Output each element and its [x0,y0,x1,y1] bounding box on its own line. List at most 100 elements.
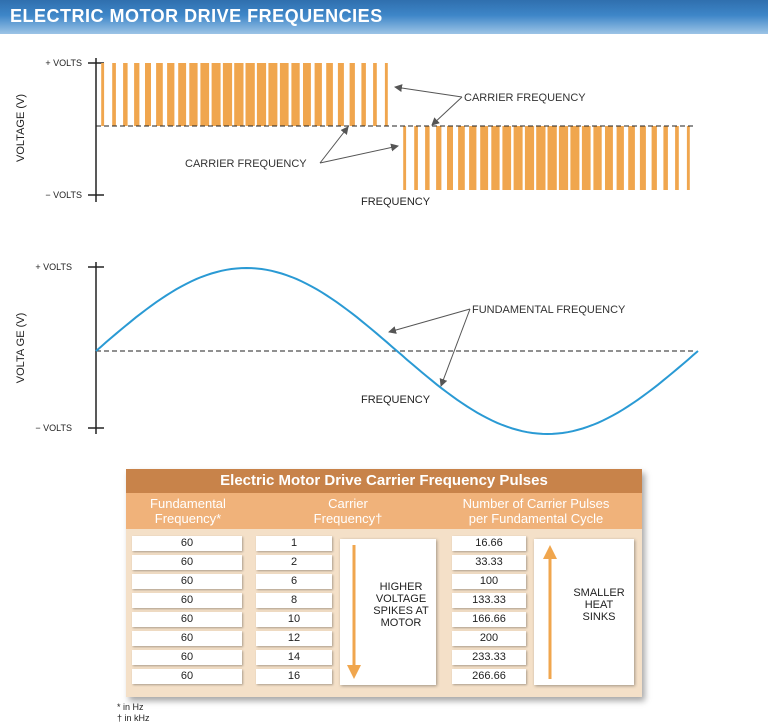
pulses-cell: 200 [452,631,526,646]
carrier-pulse [373,63,377,126]
carrier-pulse [524,126,535,190]
carrier-pulse [178,63,187,126]
frequency-diagrams: VOLTAGE (V) + VOLTS − VOLTS FREQUENCY CA… [15,58,699,436]
carrier-pulse [480,126,489,190]
header-fundamental: Fundamental Frequency* [150,496,226,526]
carrier-pulse [436,126,442,190]
title-banner: ELECTRIC MOTOR DRIVE FREQUENCIES [0,0,768,34]
bottom-minus-volts: − VOLTS [35,423,72,433]
top-ylabel: VOLTAGE (V) [15,94,27,162]
page-title: ELECTRIC MOTOR DRIVE FREQUENCIES [10,6,383,26]
pulses-cell: 100 [452,574,526,589]
carrier-pulse [211,63,221,126]
carrier-pulse [303,63,311,126]
top-xlabel: FREQUENCY [361,196,431,208]
fundamental-cell: 60 [132,650,242,665]
fundamental-cell: 60 [132,536,242,551]
carrier-pulse [605,126,613,190]
carrier-cell: 16 [256,669,332,684]
sine-diagram: VOLTA GE (V) + VOLTS − VOLTS FREQUENCY F… [15,262,699,436]
carrier-pulse [536,126,546,190]
fundamental-cell: 60 [132,574,242,589]
header-pulses: Number of Carrier Pulses per Fundamental… [462,496,610,526]
fundamental-cell: 60 [132,669,242,684]
carrier-pulse [361,63,366,126]
carrier-cell: 1 [256,536,332,551]
carrier-leader-right [394,84,463,98]
fundamental-cell: 60 [132,631,242,646]
table-header: Fundamental Frequency* Carrier Frequency… [126,493,642,529]
pulses-cell: 133.33 [452,593,526,608]
fundamental-leader-2 [439,308,471,387]
fundamental-sine-wave [95,266,699,436]
carrier-pulse [256,63,267,126]
carrier-pulse [222,63,233,126]
pulses-cell: 233.33 [452,650,526,665]
carrier-label-left: CARRIER FREQUENCY [185,158,307,170]
carrier-note: HIGHER VOLTAGE SPIKES AT MOTOR [373,581,429,629]
carrier-label-right: CARRIER FREQUENCY [464,92,586,104]
carrier-pulse [491,126,500,190]
carrier-pulse [663,126,668,190]
top-minus-volts: − VOLTS [45,190,82,200]
arrow-down-icon [347,545,361,679]
fundamental-cell: 60 [132,612,242,627]
carrier-cell: 2 [256,555,332,570]
pulses-cell: 33.33 [452,555,526,570]
carrier-note-box: HIGHER VOLTAGE SPIKES AT MOTOR [340,539,436,685]
pulses-cell: 166.66 [452,612,526,627]
pwm-diagram: VOLTAGE (V) + VOLTS − VOLTS FREQUENCY CA… [15,58,694,208]
positive-pulse-train [101,63,388,126]
carrier-pulse [349,63,355,126]
bottom-ylabel: VOLTA GE (V) [15,313,27,384]
carrier-pulse [245,63,255,126]
carrier-pulse [189,63,198,126]
top-plus-volts: + VOLTS [45,58,82,68]
fundamental-leader-1 [388,308,471,334]
carrier-pulse [513,126,523,190]
bottom-plus-volts: + VOLTS [35,262,72,272]
table-title: Electric Motor Drive Carrier Frequency P… [126,469,642,493]
carrier-cell: 14 [256,650,332,665]
carrier-pulse [651,126,657,190]
carrier-pulse [403,126,407,190]
fundamental-cell: 60 [132,593,242,608]
carrier-pulse [469,126,477,190]
fundamental-label: FUNDAMENTAL FREQUENCY [472,304,626,316]
carrier-pulse [425,126,430,190]
header-carrier: Carrier Frequency† [313,496,383,526]
carrier-pulse [593,126,602,190]
carrier-pulse [414,126,418,190]
carrier-pulse [447,126,453,190]
carrier-pulse [558,126,569,190]
carrier-pulse [458,126,465,190]
negative-pulse-train [403,126,690,190]
carrier-pulse [314,63,322,126]
carrier-pulse [570,126,580,190]
carrier-pulse [616,126,624,190]
footnote-hz: * in Hz [117,702,144,712]
carrier-pulse [101,63,105,126]
carrier-pulse [502,126,512,190]
carrier-pulse [384,63,388,126]
pulses-cell: 16.66 [452,536,526,551]
carrier-pulse [279,63,289,126]
carrier-pulse [123,63,128,126]
carrier-pulse [268,63,278,126]
pulses-note-box: SMALLER HEAT SINKS [534,539,634,685]
carrier-leader-left [319,126,349,164]
carrier-cell: 10 [256,612,332,627]
carrier-pulse [234,63,244,126]
carrier-pulse [628,126,635,190]
carrier-pulse [337,63,344,126]
carrier-pulse [581,126,591,190]
carrier-pulse [675,126,679,190]
bottom-xlabel: FREQUENCY [361,394,431,406]
pulses-cell: 266.66 [452,669,526,684]
carrier-pulse [112,63,116,126]
carrier-pulse [134,63,140,126]
carrier-pulse [686,126,690,190]
carrier-cell: 8 [256,593,332,608]
carrier-pulse [291,63,300,126]
arrow-up-icon [543,545,557,679]
